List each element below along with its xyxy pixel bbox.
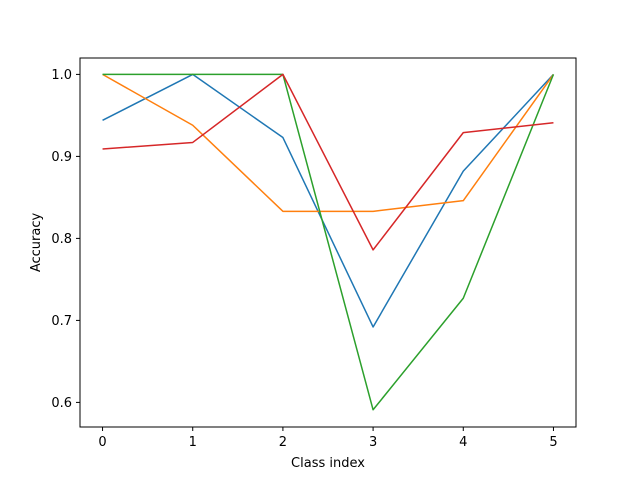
x-axis: 0 1 2 3 4 5 — [98, 427, 558, 450]
y-axis: 0.6 0.7 0.8 0.9 1.0 — [51, 68, 80, 411]
y-tick-label: 0.6 — [51, 396, 72, 411]
series-line-1 — [102, 73, 555, 213]
x-tick-label: 0 — [98, 435, 106, 450]
series-line-3 — [102, 73, 554, 251]
x-tick-label: 5 — [549, 435, 557, 450]
x-tick-label: 1 — [189, 435, 197, 450]
x-tick-label: 2 — [279, 435, 287, 450]
plot-frame — [79, 57, 577, 428]
x-tick-label: 4 — [459, 435, 467, 450]
x-axis-label: Class index — [291, 456, 365, 471]
y-tick-label: 0.7 — [51, 314, 72, 329]
series-layer — [102, 73, 555, 411]
y-tick-label: 1.0 — [51, 68, 72, 83]
series-line-2 — [102, 73, 555, 411]
y-tick-label: 0.9 — [51, 150, 72, 165]
x-tick-label: 3 — [369, 435, 377, 450]
y-tick-label: 0.8 — [51, 232, 72, 247]
y-axis-label: Accuracy — [29, 213, 44, 273]
series-line-0 — [102, 73, 554, 328]
